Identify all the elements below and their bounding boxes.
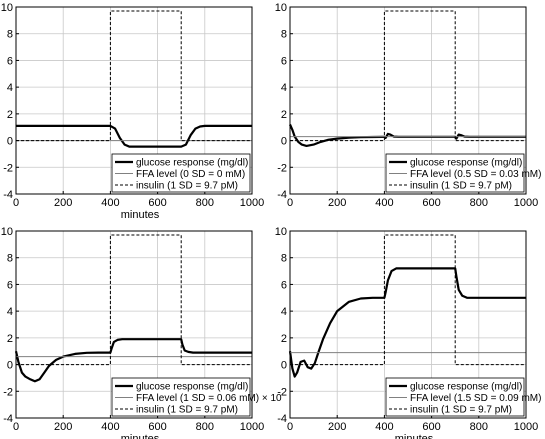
x-tick-label: 400 [101, 197, 119, 209]
y-tick-label: 0 [281, 360, 287, 372]
x-tick-label: 600 [148, 197, 166, 209]
legend-label-1: glucose response (mg/dl) [136, 158, 248, 169]
y-tick-label: 8 [281, 29, 287, 41]
legend-label-1: glucose response (mg/dl) [410, 158, 522, 169]
x-tick-label: 200 [328, 421, 346, 433]
y-tick-label: 8 [7, 29, 13, 41]
series-line-1 [288, 267, 526, 378]
y-tick-label: 0 [281, 136, 287, 148]
legend: glucose response (mg/dl)FFA level (1.5 S… [385, 377, 545, 417]
x-axis-label: minutes [395, 433, 434, 439]
x-tick-label: 0 [287, 421, 293, 433]
x-tick-label: 1000 [514, 197, 538, 209]
y-tick-label: -4 [277, 413, 287, 425]
x-tick-label: 200 [54, 197, 72, 209]
chart-panel-2: 0 200 400 600 800 1000 -4 -2 0 2 4 6 8 10 glucose resp… [275, 2, 545, 209]
x-tick-label: 1000 [514, 421, 538, 433]
y-tick-label: -4 [3, 413, 13, 425]
y-tick-label: 4 [281, 82, 287, 94]
series-line-3 [16, 10, 252, 142]
y-tick-label: 2 [281, 333, 287, 345]
y-tick-label: 10 [275, 226, 287, 238]
legend-box [385, 153, 525, 193]
legend-label-2: FFA level (0.5 SD = 0.03 mM) × 10 [410, 169, 545, 180]
series-line-3 [290, 10, 526, 142]
chart-panel-4: 0 200 400 600 800 1000 -4 -2 0 2 4 6 8 10 minutes gluco… [275, 226, 545, 439]
legend-label-3: insulin (1 SD = 9.7 pM) [410, 181, 512, 192]
legend-label-1: glucose response (mg/dl) [410, 382, 522, 393]
y-tick-label: 10 [1, 2, 13, 14]
x-tick-label: 200 [328, 197, 346, 209]
series-line-3 [290, 234, 526, 366]
legend-box [385, 377, 525, 417]
x-tick-label: 800 [470, 197, 488, 209]
y-tick-label: 6 [7, 55, 13, 67]
x-axis-label: minutes [121, 433, 160, 439]
legend-label-3: insulin (1 SD = 9.7 pM) [410, 405, 512, 416]
x-tick-label: 600 [422, 421, 440, 433]
legend-box [111, 377, 251, 417]
y-tick-label: 2 [7, 109, 13, 121]
y-tick-label: 4 [281, 306, 287, 318]
y-tick-label: 10 [1, 226, 13, 238]
x-tick-label: 0 [287, 197, 293, 209]
x-tick-label: 800 [196, 421, 214, 433]
y-tick-label: 6 [281, 279, 287, 291]
y-tick-label: 0 [7, 360, 13, 372]
y-tick-label: 2 [7, 333, 13, 345]
x-tick-label: 600 [422, 197, 440, 209]
x-tick-label: 400 [375, 197, 393, 209]
x-tick-label: 1000 [240, 197, 264, 209]
y-tick-label: 8 [281, 253, 287, 265]
y-tick-label: -4 [3, 189, 13, 201]
x-tick-label: 400 [101, 421, 119, 433]
legend-label-2: FFA level (1 SD = 0.06 mM) × 10 [136, 393, 282, 404]
x-tick-label: 200 [54, 421, 72, 433]
chart-panel-3: 0 200 400 600 800 1000 -4 -2 0 2 4 6 8 10 minutes gluco… [1, 226, 282, 439]
legend-box [111, 153, 251, 193]
legend: glucose response (mg/dl)FFA level (1 SD … [111, 377, 282, 417]
y-tick-label: -2 [3, 386, 13, 398]
x-tick-label: 800 [196, 197, 214, 209]
y-tick-label: 6 [7, 279, 13, 291]
axes-frame [289, 6, 527, 195]
y-tick-label: 4 [7, 306, 13, 318]
y-tick-label: 8 [7, 253, 13, 265]
x-tick-label: 1000 [240, 421, 264, 433]
legend-label-3: insulin (1 SD = 9.7 pM) [136, 181, 238, 192]
legend: glucose response (mg/dl)FFA level (0.5 S… [385, 153, 545, 193]
axes-frame [15, 6, 253, 195]
x-tick-label: 0 [13, 421, 19, 433]
legend-label-3: insulin (1 SD = 9.7 pM) [136, 405, 238, 416]
x-tick-label: 400 [375, 421, 393, 433]
y-tick-label: -2 [277, 386, 287, 398]
legend: glucose response (mg/dl)FFA level (0 SD … [111, 153, 251, 193]
y-tick-label: 0 [7, 136, 13, 148]
y-tick-label: 4 [7, 82, 13, 94]
y-tick-label: 6 [281, 55, 287, 67]
series-line-3 [16, 234, 252, 366]
series-line-1 [16, 124, 252, 148]
y-tick-label: -2 [277, 162, 287, 174]
chart-panel-1: 0 200 400 600 800 1000 -4 -2 0 2 4 6 8 10 minutes gluco… [1, 2, 264, 221]
y-tick-label: -4 [277, 189, 287, 201]
series-line-1 [288, 124, 526, 147]
legend-label-2: FFA level (1.5 SD = 0.09 mM) × 10 [410, 393, 545, 404]
legend-label-2: FFA level (0 SD = 0 mM) [136, 169, 245, 180]
x-tick-label: 600 [148, 421, 166, 433]
y-tick-label: 10 [275, 2, 287, 14]
axes-frame [15, 230, 253, 419]
axes-frame [289, 230, 527, 419]
x-tick-label: 800 [470, 421, 488, 433]
x-axis-label: minutes [121, 209, 160, 221]
x-tick-label: 0 [13, 197, 19, 209]
y-tick-label: 2 [281, 109, 287, 121]
legend-label-1: glucose response (mg/dl) [136, 382, 248, 393]
y-tick-label: -2 [3, 162, 13, 174]
